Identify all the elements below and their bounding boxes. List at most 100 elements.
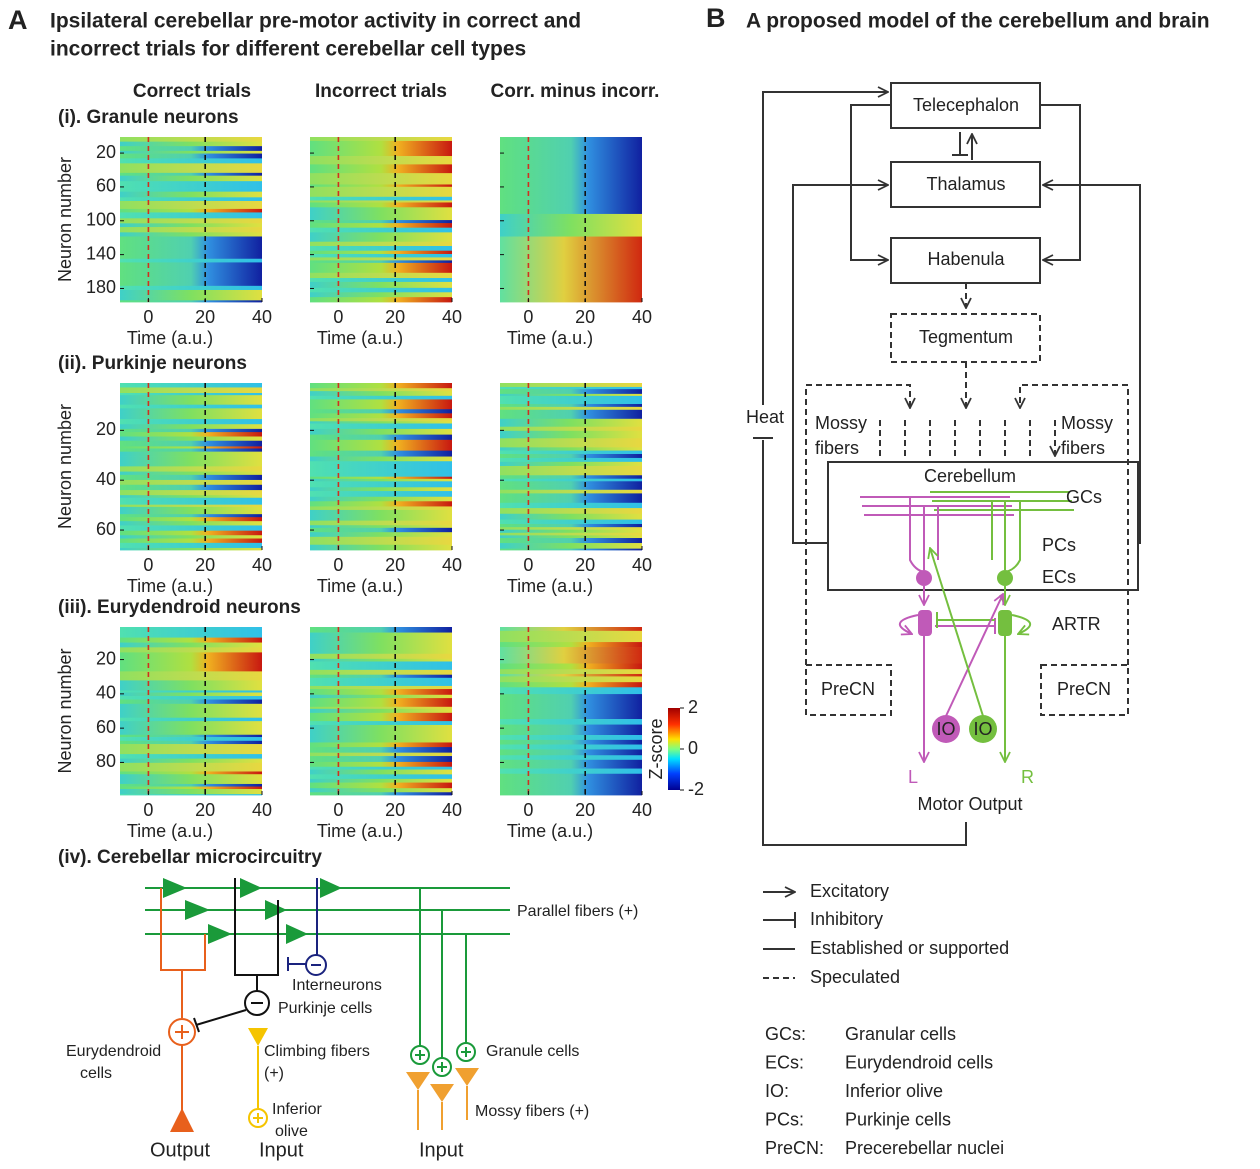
heatmap-stripe (500, 421, 642, 428)
heatmap-stripe (500, 283, 642, 289)
colorbar-tick-label: -2 (688, 779, 704, 799)
heatmap-stripe (310, 520, 452, 526)
heatmap-stripe (310, 752, 452, 757)
heatmap-stripe (310, 391, 452, 397)
heatmap-stripe (120, 137, 262, 143)
heatmap-stripe (120, 158, 262, 164)
heatmap-stripe (310, 245, 452, 252)
model-diagram-part (916, 570, 932, 586)
y-tick-label: 20 (96, 142, 116, 162)
heatmap-stripe (120, 398, 262, 406)
heatmap-stripe (120, 547, 262, 551)
heatmap-stripe (500, 436, 642, 439)
heatmap-stripe (310, 664, 452, 671)
heatmap-stripe (310, 432, 452, 436)
x-tick-label: 0 (333, 555, 343, 575)
heatmap-stripe (310, 278, 452, 283)
heatmap-stripe (310, 788, 452, 793)
heatmap-stripe (120, 690, 262, 693)
heatmap-stripe (120, 504, 262, 508)
heatmap-stripe (310, 514, 452, 518)
heatmap-stripe (500, 475, 642, 480)
heatmap-stripe (500, 489, 642, 494)
heatmap-stripe (120, 788, 262, 795)
heatmap-stripe (310, 708, 452, 714)
heatmap-stripe (120, 236, 262, 242)
heatmap-stripe (120, 446, 262, 449)
heatmap-stripe (310, 653, 452, 660)
heatmap-stripe (120, 250, 262, 256)
x-tick-label: 0 (523, 307, 533, 327)
model-diagram-part (762, 92, 888, 405)
heatmap-stripe (120, 511, 262, 515)
heatmap-stripe (310, 405, 452, 410)
heatmap-stripe (500, 242, 642, 248)
heatmap-stripe (120, 463, 262, 467)
heatmap-stripe (310, 471, 452, 478)
heatmap-stripe (500, 773, 642, 780)
model-diagram-part (890, 161, 1041, 208)
heatmap-stripe (500, 642, 642, 648)
microcircuit-part (163, 878, 342, 944)
x-tick-label: 20 (575, 555, 595, 575)
heatmap-stripe (500, 236, 642, 241)
label: Mossy fibers (+) (475, 1103, 589, 1120)
heatmap-stripe (310, 643, 452, 649)
x-axis-label: Time (a.u.) (127, 821, 213, 841)
heatmap-stripe (310, 658, 452, 662)
heatmap-stripe (310, 774, 452, 780)
heatmap-stripe (500, 627, 642, 632)
heatmap-stripe (120, 168, 262, 174)
heatmap-stripe (120, 517, 262, 522)
heatmap-stripe (310, 544, 452, 551)
node-label: L (908, 767, 918, 787)
x-tick-label: 0 (143, 307, 153, 327)
node-label: ECs (1042, 567, 1076, 587)
x-tick-label: 20 (385, 307, 405, 327)
heatmap-stripe (500, 197, 642, 203)
panel-label: A (8, 5, 28, 35)
model-diagram-part (952, 132, 968, 156)
model-diagram-part (762, 440, 967, 846)
heatmap-stripe (120, 456, 262, 462)
heatmap-stripe (310, 501, 452, 507)
x-tick-label: 40 (632, 307, 652, 327)
heatmap-stripe (120, 432, 262, 437)
heatmap-stripe (310, 661, 452, 665)
heatmap-stripe (500, 137, 642, 143)
heatmap-stripe (310, 769, 452, 775)
heatmap-stripe (500, 418, 642, 422)
heatmap-stripe (120, 734, 262, 738)
heatmap-stripe (120, 294, 262, 297)
heatmap-stripe (120, 387, 262, 394)
heatmap-stripe (500, 276, 642, 281)
abbreviation: ECs: (765, 1052, 804, 1072)
heatmap-stripe (310, 632, 452, 636)
x-axis-label: Time (a.u.) (507, 328, 593, 348)
heatmap-stripe (310, 395, 452, 400)
node-label: PreCN (1057, 679, 1111, 699)
y-tick-label: 60 (96, 519, 116, 539)
abbreviation-definition: Granular cells (845, 1024, 956, 1044)
heatmap-stripe (500, 403, 642, 408)
heatmap-stripe (120, 696, 262, 700)
heatmap-stripe (120, 201, 262, 207)
heatmap-stripe (500, 650, 642, 655)
y-axis-label: Neuron number (55, 157, 75, 282)
heatmap-stripe (120, 737, 262, 742)
legend-label: Established or supported (810, 938, 1009, 958)
row-title: (i). Granule neurons (58, 107, 239, 128)
heatmap-stripe (310, 506, 452, 511)
heatmap-stripe (500, 484, 642, 491)
heatmap-stripe (120, 692, 262, 697)
heatmap-stripe (500, 157, 642, 162)
heatmap-stripe (120, 490, 262, 496)
heatmap-stripe (120, 141, 262, 147)
x-axis-label: Time (a.u.) (127, 328, 213, 348)
heatmap-stripe (120, 175, 262, 182)
x-tick-label: 0 (143, 800, 153, 820)
heatmap-stripe (500, 669, 642, 675)
heatmap-stripe (310, 694, 452, 699)
microcircuit-part (253, 1113, 263, 1123)
x-tick-label: 0 (143, 555, 153, 575)
